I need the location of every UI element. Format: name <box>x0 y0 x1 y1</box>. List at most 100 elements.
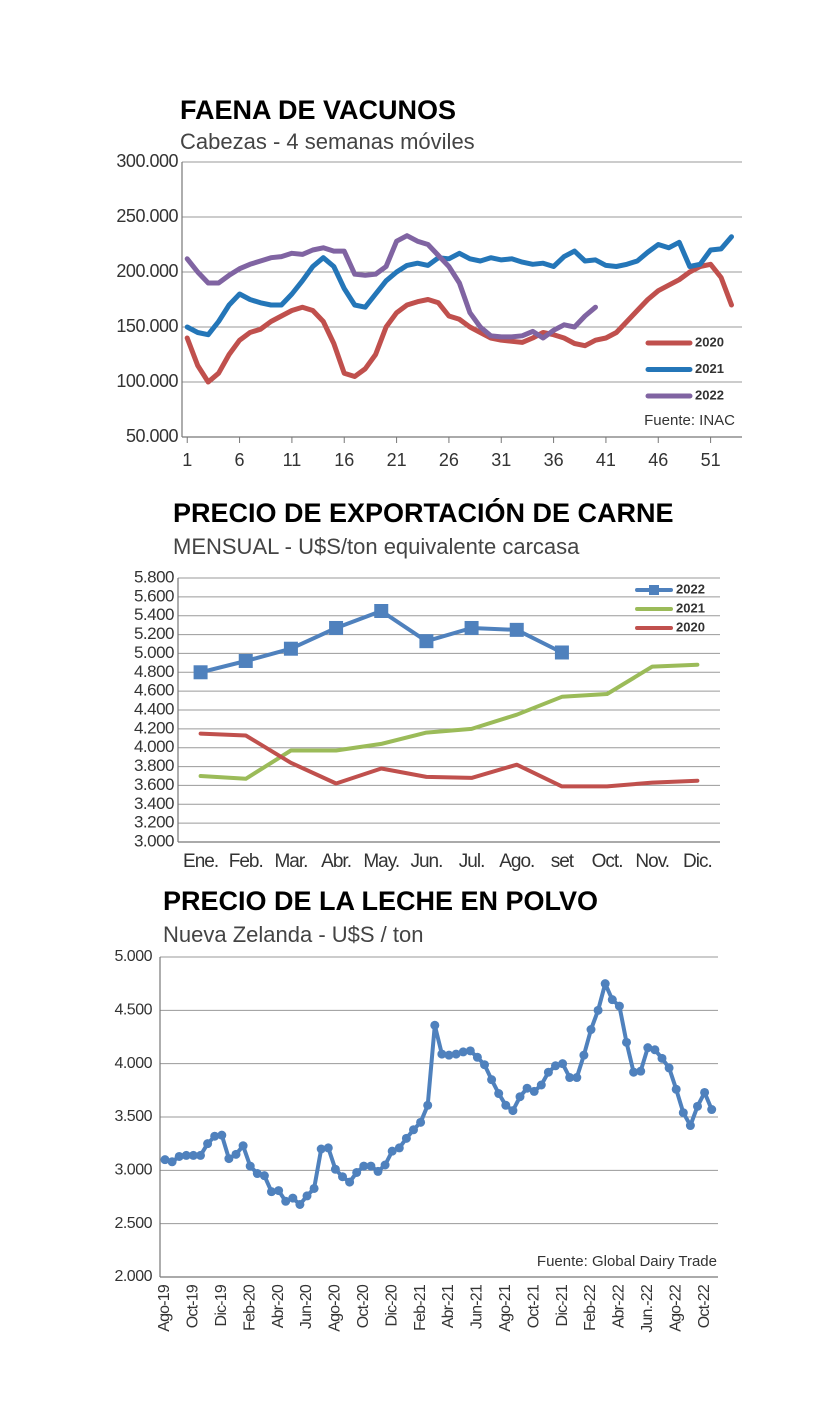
series-line <box>198 609 564 675</box>
data-point <box>509 622 524 637</box>
x-tick-label: Feb-22 <box>582 1284 599 1331</box>
y-tick-label: 3.400 <box>134 794 174 813</box>
data-point <box>636 1066 646 1076</box>
data-point <box>188 1150 198 1160</box>
y-tick-label: 5.800 <box>134 567 174 586</box>
data-point <box>554 645 569 660</box>
data-point <box>274 1186 284 1196</box>
data-point <box>543 1067 553 1077</box>
data-point <box>643 1043 653 1053</box>
data-point <box>224 1154 234 1164</box>
y-tick-label: 5.000 <box>114 948 152 965</box>
data-point <box>252 1169 262 1179</box>
x-tick-label: Feb-21 <box>412 1284 429 1331</box>
x-tick-label: 11 <box>283 450 302 470</box>
data-point <box>283 641 298 656</box>
data-point <box>295 1199 305 1209</box>
data-point <box>693 1101 702 1111</box>
data-point <box>281 1196 291 1206</box>
x-tick-label: Jul. <box>459 851 485 872</box>
x-tick-label: Abr-20 <box>270 1284 287 1328</box>
x-tick-label: Nov. <box>635 851 669 872</box>
x-tick-label: 16 <box>334 450 354 470</box>
x-tick-label: set <box>551 851 575 872</box>
data-point <box>416 1117 426 1127</box>
y-tick-label: 4.800 <box>134 662 174 681</box>
x-tick-label: Abr-22 <box>611 1284 628 1328</box>
data-point <box>409 1125 418 1135</box>
legend-marker <box>649 585 659 595</box>
x-tick-label: Oct-21 <box>525 1284 542 1328</box>
data-point <box>565 1073 575 1083</box>
data-point <box>622 1037 631 1047</box>
data-point <box>494 1089 504 1099</box>
data-point <box>231 1149 241 1159</box>
x-tick-label: 21 <box>387 450 407 470</box>
chart-title: FAENA DE VACUNOS <box>180 95 456 125</box>
chart-subtitle: MENSUAL - U$S/ton equivalente carcasa <box>173 534 580 559</box>
x-tick-label: Ago-20 <box>327 1284 344 1332</box>
data-point <box>309 1183 319 1193</box>
x-tick-label: Mar. <box>274 851 307 872</box>
data-point <box>664 1063 674 1073</box>
data-point <box>465 1046 475 1056</box>
y-tick-label: 5.400 <box>134 605 174 624</box>
data-point <box>387 1146 397 1156</box>
y-tick-label: 50.000 <box>126 426 179 446</box>
data-point <box>515 1092 525 1102</box>
data-point <box>536 1080 546 1090</box>
data-point <box>238 1141 248 1151</box>
y-tick-label: 4.200 <box>134 718 174 737</box>
y-tick-label: 2.500 <box>114 1215 152 1232</box>
x-tick-label: Dic-21 <box>554 1284 571 1326</box>
data-point <box>579 1050 589 1060</box>
data-point <box>338 1172 347 1182</box>
data-point <box>685 1121 695 1131</box>
x-tick-label: Oct-19 <box>185 1284 202 1328</box>
y-tick-label: 4.500 <box>114 1002 152 1019</box>
y-tick-label: 3.600 <box>134 775 174 794</box>
series-line <box>184 261 734 385</box>
data-point <box>238 653 253 668</box>
chart-subtitle: Nueva Zelanda - U$S / ton <box>163 922 423 947</box>
data-point <box>487 1075 497 1085</box>
data-point <box>551 1061 560 1071</box>
x-tick-label: 1 <box>182 450 192 470</box>
x-tick-label: Jun. <box>410 851 442 872</box>
data-point <box>593 1005 603 1015</box>
data-point <box>458 1047 468 1057</box>
data-point <box>167 1157 177 1167</box>
x-tick-label: Ago-21 <box>497 1284 514 1332</box>
y-tick-label: 5.000 <box>134 643 174 662</box>
data-point <box>700 1087 710 1097</box>
data-point <box>629 1067 639 1077</box>
data-point <box>707 1105 717 1115</box>
x-tick-label: Dic-19 <box>213 1284 230 1326</box>
y-tick-label: 150.000 <box>116 316 178 336</box>
x-tick-label: Ene. <box>183 851 218 872</box>
y-tick-label: 300.000 <box>116 151 178 171</box>
data-point <box>678 1108 688 1118</box>
series-line <box>184 233 598 341</box>
data-point <box>480 1060 489 1070</box>
x-tick-label: Ago. <box>499 851 534 872</box>
data-point <box>259 1171 269 1181</box>
y-tick-label: 4.000 <box>114 1055 152 1072</box>
data-point <box>323 1143 333 1153</box>
data-point <box>451 1049 461 1059</box>
data-point <box>419 634 434 649</box>
data-point <box>345 1177 355 1187</box>
x-tick-label: 26 <box>439 450 459 470</box>
x-tick-label: Jun-20 <box>298 1284 315 1329</box>
data-point <box>558 1059 568 1069</box>
y-tick-label: 200.000 <box>116 261 178 281</box>
series-line <box>184 234 734 338</box>
data-point <box>430 1020 440 1030</box>
data-point <box>316 1144 326 1154</box>
y-tick-label: 3.000 <box>134 831 174 850</box>
data-point <box>210 1131 220 1141</box>
chart-subtitle: Cabezas - 4 semanas móviles <box>180 129 475 154</box>
series-line <box>163 981 714 1207</box>
data-point <box>401 1133 411 1143</box>
